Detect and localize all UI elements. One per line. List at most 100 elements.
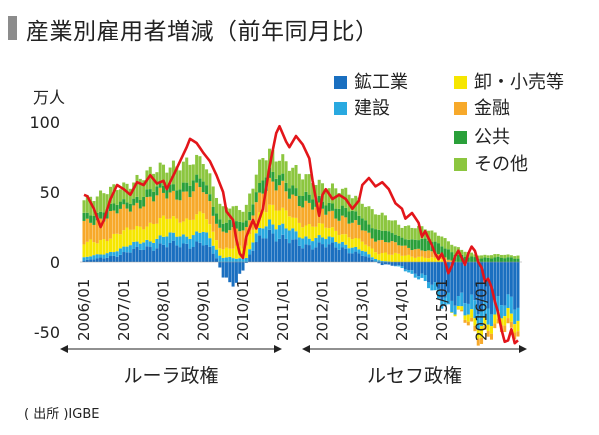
bar-segment [476,329,480,339]
bar-segment [284,191,288,211]
bar-segment [165,198,169,219]
bar-segment [294,239,298,262]
bar-segment [281,223,285,235]
bar-segment [516,258,520,262]
bar-segment [400,266,404,269]
bar-segment [387,262,391,265]
bar-segment [112,210,116,234]
bar-segment [158,181,162,188]
bar-segment [440,259,444,262]
bar-segment [301,179,305,196]
legend-label: 建設 [354,98,390,119]
bar-segment [413,239,417,250]
bar-segment [274,178,278,191]
bar-segment [337,208,341,221]
bar-segment [453,314,457,317]
bar-segment [277,210,281,226]
bar-segment [224,247,228,258]
bar-segment [231,262,235,287]
bar-segment [205,169,209,186]
bar-segment [470,252,474,257]
bar-segment [145,246,149,262]
bar-segment [506,318,510,324]
bar-segment [125,246,129,253]
bar-segment [330,183,334,204]
bar-segment [118,254,122,262]
bar-segment [423,275,427,282]
bar-segment [513,256,517,259]
bar-segment [503,258,507,262]
bar-segment [122,246,126,253]
bar-segment [148,189,152,197]
bar-segment [466,262,470,304]
bar-segment [82,200,86,213]
bar-segment [433,262,437,283]
bar-segment [466,303,470,315]
bar-segment [218,255,222,262]
bar-segment [244,220,248,227]
bar-segment [132,198,136,206]
bar-segment [142,206,146,230]
bar-segment [99,240,103,255]
bar-segment [148,196,152,223]
x-tick-label: 2007/01 [115,279,133,341]
bar-segment [132,248,136,262]
bar-segment [145,189,149,198]
bar-segment [281,173,285,181]
bar-segment [198,187,202,212]
bar-segment [89,222,93,240]
bar-segment [493,314,497,324]
bar-segment [393,220,397,235]
bar-segment [496,256,500,262]
bar-segment [228,262,232,283]
bar-segment [337,193,341,209]
bar-segment [423,257,427,262]
bar-segment [340,205,344,216]
bar-segment [330,227,334,238]
bar-segment [307,194,311,203]
bar-segment [344,234,348,245]
bar-segment [85,195,89,213]
bar-segment [162,192,166,216]
bar-segment [311,199,315,210]
bar-segment [307,202,311,225]
bar-segment [330,210,334,228]
bar-segment [258,235,262,262]
bar-segment [281,154,285,174]
bar-segment [430,257,434,262]
bar-segment [327,202,331,212]
bar-segment [436,243,440,255]
bar-segment [215,197,219,214]
bar-segment [208,201,212,225]
bar-segment [268,148,272,168]
x-tick-label: 2006/01 [75,279,93,341]
bar-segment [354,246,358,252]
y-axis-unit: 万人 [33,88,66,107]
bar-segment [383,215,387,231]
bar-segment [480,311,484,327]
bar-segment [152,201,156,225]
bar-segment [423,238,427,252]
bar-segment [99,190,103,212]
bar-segment [397,236,401,246]
bar-segment [383,262,387,265]
bar-segment [254,233,258,243]
bar-segment [211,253,215,262]
bar-segment [178,200,182,223]
total-line [83,124,519,345]
bar-segment [327,228,331,237]
bar-segment [433,282,437,291]
bar-segment [370,228,374,239]
bar-segment [155,223,159,239]
bar-segment [138,178,142,201]
bar-segment [125,202,129,209]
bar-segment [400,245,404,256]
bar-segment [311,249,315,262]
bar-segment [430,262,434,285]
bar-segment [486,257,490,262]
bar-segment [423,262,427,276]
bar-segment [264,212,268,227]
bar-segment [397,265,401,267]
bar-segment [473,257,477,262]
bar-segment [142,180,146,197]
